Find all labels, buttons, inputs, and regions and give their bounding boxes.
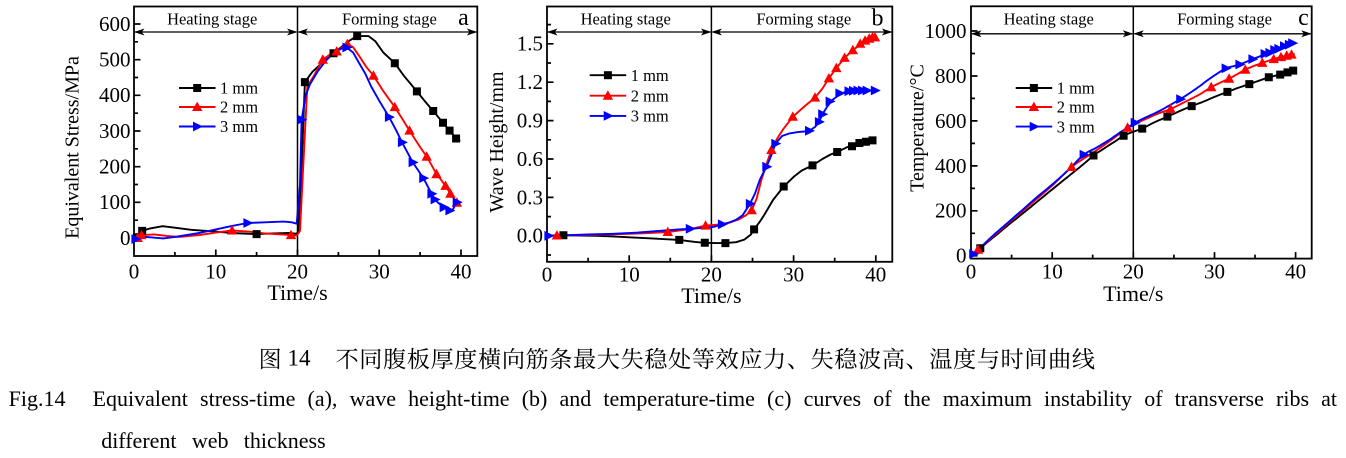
svg-text:20: 20 [287,259,308,283]
svg-text:20: 20 [1123,260,1144,284]
svg-text:0: 0 [542,262,553,286]
svg-text:Wave Height/mm: Wave Height/mm [486,71,508,213]
svg-text:Fig.14: Fig.14 [9,386,66,411]
svg-text:Forming stage: Forming stage [756,9,851,28]
svg-text:0: 0 [966,260,977,284]
svg-text:10: 10 [205,259,226,283]
svg-text:3 mm: 3 mm [220,117,258,136]
svg-text:600: 600 [935,109,967,133]
svg-text:1.5: 1.5 [517,32,543,56]
svg-text:Heating stage: Heating stage [581,9,671,28]
svg-text:b: b [872,6,884,32]
svg-text:Heating stage: Heating stage [167,9,257,28]
svg-text:30: 30 [783,262,804,286]
svg-text:40: 40 [865,262,886,286]
svg-text:Forming stage: Forming stage [342,9,437,28]
svg-text:400: 400 [99,83,131,107]
svg-text:0.3: 0.3 [517,185,543,209]
svg-text:3 mm: 3 mm [631,107,669,126]
svg-text:30: 30 [369,259,390,283]
svg-text:2 mm: 2 mm [220,98,258,117]
svg-text:20: 20 [701,262,722,286]
svg-text:0: 0 [956,244,967,268]
svg-text:30: 30 [1204,260,1225,284]
svg-text:1.2: 1.2 [517,70,543,94]
svg-text:2 mm: 2 mm [631,86,669,105]
svg-text:40: 40 [451,259,472,283]
svg-text:0.0: 0.0 [517,224,543,248]
svg-text:Time/s: Time/s [1103,281,1163,306]
svg-text:Equivalent stress-time (a), wa: Equivalent stress-time (a), wave height-… [93,386,1337,411]
svg-text:0: 0 [120,226,131,250]
svg-text:0.6: 0.6 [517,147,543,171]
svg-text:100: 100 [99,190,131,214]
svg-text:40: 40 [1285,260,1306,284]
svg-text:500: 500 [99,48,131,72]
svg-text:different web thickness: different web thickness [101,428,325,453]
svg-text:Temperature/°C: Temperature/°C [907,64,929,192]
svg-text:1 mm: 1 mm [1057,79,1095,98]
svg-text:10: 10 [1042,260,1063,284]
svg-text:Time/s: Time/s [267,280,327,305]
svg-text:2 mm: 2 mm [1057,98,1095,117]
svg-text:300: 300 [99,119,131,143]
svg-text:1000: 1000 [925,19,967,43]
svg-text:Forming stage: Forming stage [1177,9,1272,28]
svg-text:10: 10 [619,262,640,286]
svg-text:Heating stage: Heating stage [1004,9,1094,28]
svg-text:600: 600 [99,12,131,36]
svg-text:Time/s: Time/s [681,283,741,308]
svg-text:0.9: 0.9 [517,109,543,133]
svg-text:Equivalent Stress/MPa: Equivalent Stress/MPa [62,56,84,239]
svg-text:1 mm: 1 mm [631,66,669,85]
svg-text:200: 200 [935,199,967,223]
svg-text:a: a [458,5,469,31]
svg-text:400: 400 [935,154,967,178]
svg-text:1 mm: 1 mm [220,79,258,98]
svg-text:14: 14 [288,346,312,371]
svg-text:200: 200 [99,155,131,179]
svg-text:0: 0 [129,259,140,283]
svg-text:800: 800 [935,64,967,88]
svg-text:c: c [1298,5,1309,31]
svg-text:3 mm: 3 mm [1057,117,1095,136]
